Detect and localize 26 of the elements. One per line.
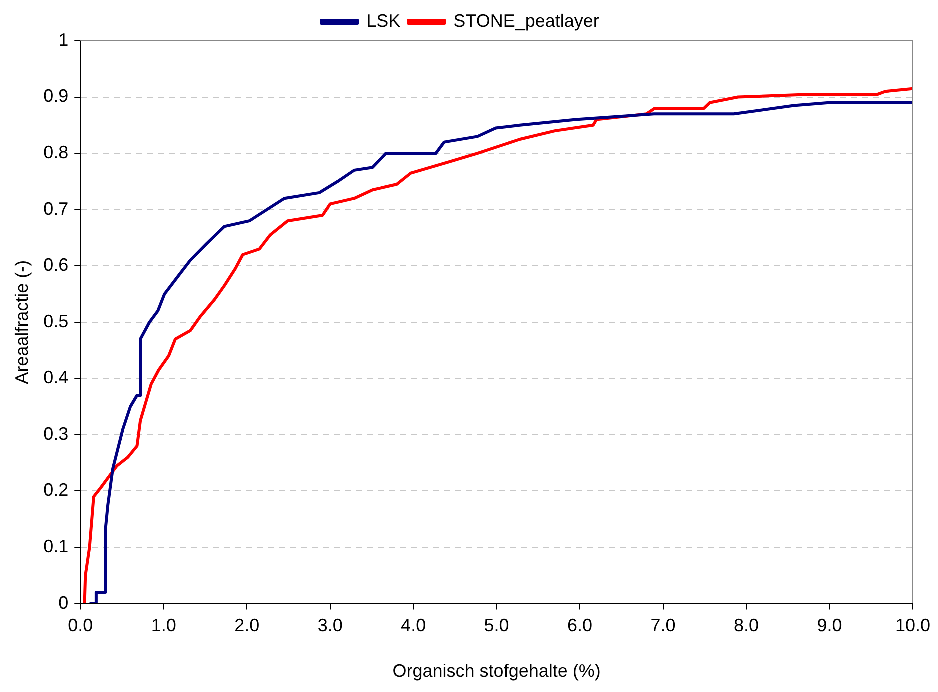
x-tick-label: 8.0: [734, 616, 760, 636]
x-tick-label: 3.0: [318, 616, 343, 636]
x-tick-label: 7.0: [650, 616, 676, 636]
x-tick-label: 0.0: [68, 616, 94, 636]
legend-label: STONE_peatlayer: [454, 10, 600, 31]
x-tick-label: 10.0: [895, 616, 931, 636]
x-axis-title: Organisch stofgehalte (%): [392, 661, 601, 682]
y-axis-title: Areaalfractie (-): [12, 260, 32, 384]
y-tick-label: 0.1: [44, 536, 69, 556]
legend-label: LSK: [366, 10, 401, 31]
y-tick-label: 0.8: [44, 142, 69, 163]
y-tick-label: 0.9: [44, 86, 69, 106]
x-tick-label: 1.0: [151, 616, 176, 636]
y-tick-label: 0.3: [44, 424, 69, 444]
x-tick-label: 9.0: [817, 616, 842, 636]
y-tick-label: 0.4: [44, 368, 69, 388]
x-tick-label: 2.0: [234, 616, 260, 636]
y-tick-label: 0.5: [44, 311, 69, 332]
y-tick-label: 1: [58, 30, 69, 50]
x-tick-label: 6.0: [568, 616, 593, 636]
y-tick-label: 0.7: [44, 198, 69, 219]
x-tick-label: 4.0: [401, 616, 426, 636]
y-tick-label: 0: [58, 592, 69, 613]
x-tick-label: 5.0: [484, 616, 510, 636]
y-tick-label: 0.6: [44, 255, 69, 276]
y-tick-label: 0.2: [44, 480, 69, 500]
